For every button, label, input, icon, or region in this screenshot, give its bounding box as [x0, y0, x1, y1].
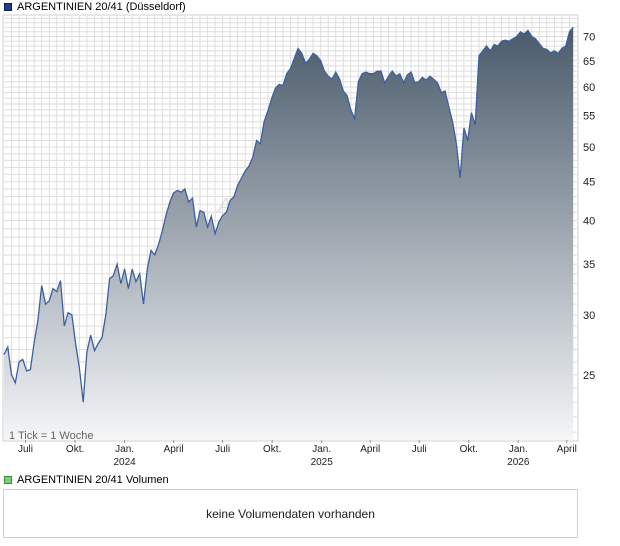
x-tick-label: Jan. [509, 444, 528, 455]
volume-legend-label: ARGENTINIEN 20/41 Volumen [17, 474, 169, 486]
x-tick-label: April [557, 444, 577, 455]
y-tick-label: 45 [583, 177, 595, 189]
price-area [4, 27, 574, 440]
volume-legend: ARGENTINIEN 20/41 Volumen [4, 473, 169, 487]
x-year-label: 2025 [311, 457, 334, 468]
y-tick-label: 50 [583, 142, 595, 154]
y-tick-label: 40 [583, 215, 595, 227]
x-year-label: 2024 [113, 457, 136, 468]
y-tick-label: 30 [583, 310, 595, 322]
x-tick-label: April [360, 444, 380, 455]
price-legend-label: ARGENTINIEN 20/41 (Düsseldorf) [17, 1, 186, 13]
x-tick-label: Juli [412, 444, 427, 455]
x-tick-label: Jan. [312, 444, 331, 455]
volume-empty-message: keine Volumendaten vorhanden [206, 506, 375, 521]
x-tick-label: Juli [18, 444, 33, 455]
price-legend: ARGENTINIEN 20/41 (Düsseldorf) [4, 0, 186, 14]
y-tick-label: 60 [583, 82, 595, 94]
tick-note: 1 Tick = 1 Woche [9, 430, 93, 442]
price-line [3, 26, 574, 403]
y-tick-label: 65 [583, 56, 595, 68]
volume-legend-swatch [4, 476, 12, 484]
y-tick-label: 55 [583, 111, 595, 123]
x-tick-label: Okt. [460, 444, 478, 455]
x-tick-label: Okt. [263, 444, 281, 455]
y-tick-label: 35 [583, 259, 595, 271]
y-tick-label: 25 [583, 370, 595, 382]
price-legend-swatch [4, 3, 12, 11]
x-tick-label: Juli [215, 444, 230, 455]
x-year-label: 2026 [507, 457, 530, 468]
x-tick-label: Okt. [66, 444, 84, 455]
x-tick-label: April [164, 444, 184, 455]
y-tick-label: 70 [583, 32, 595, 44]
x-tick-label: Jan. [115, 444, 134, 455]
volume-panel: keine Volumendaten vorhanden [3, 489, 578, 538]
